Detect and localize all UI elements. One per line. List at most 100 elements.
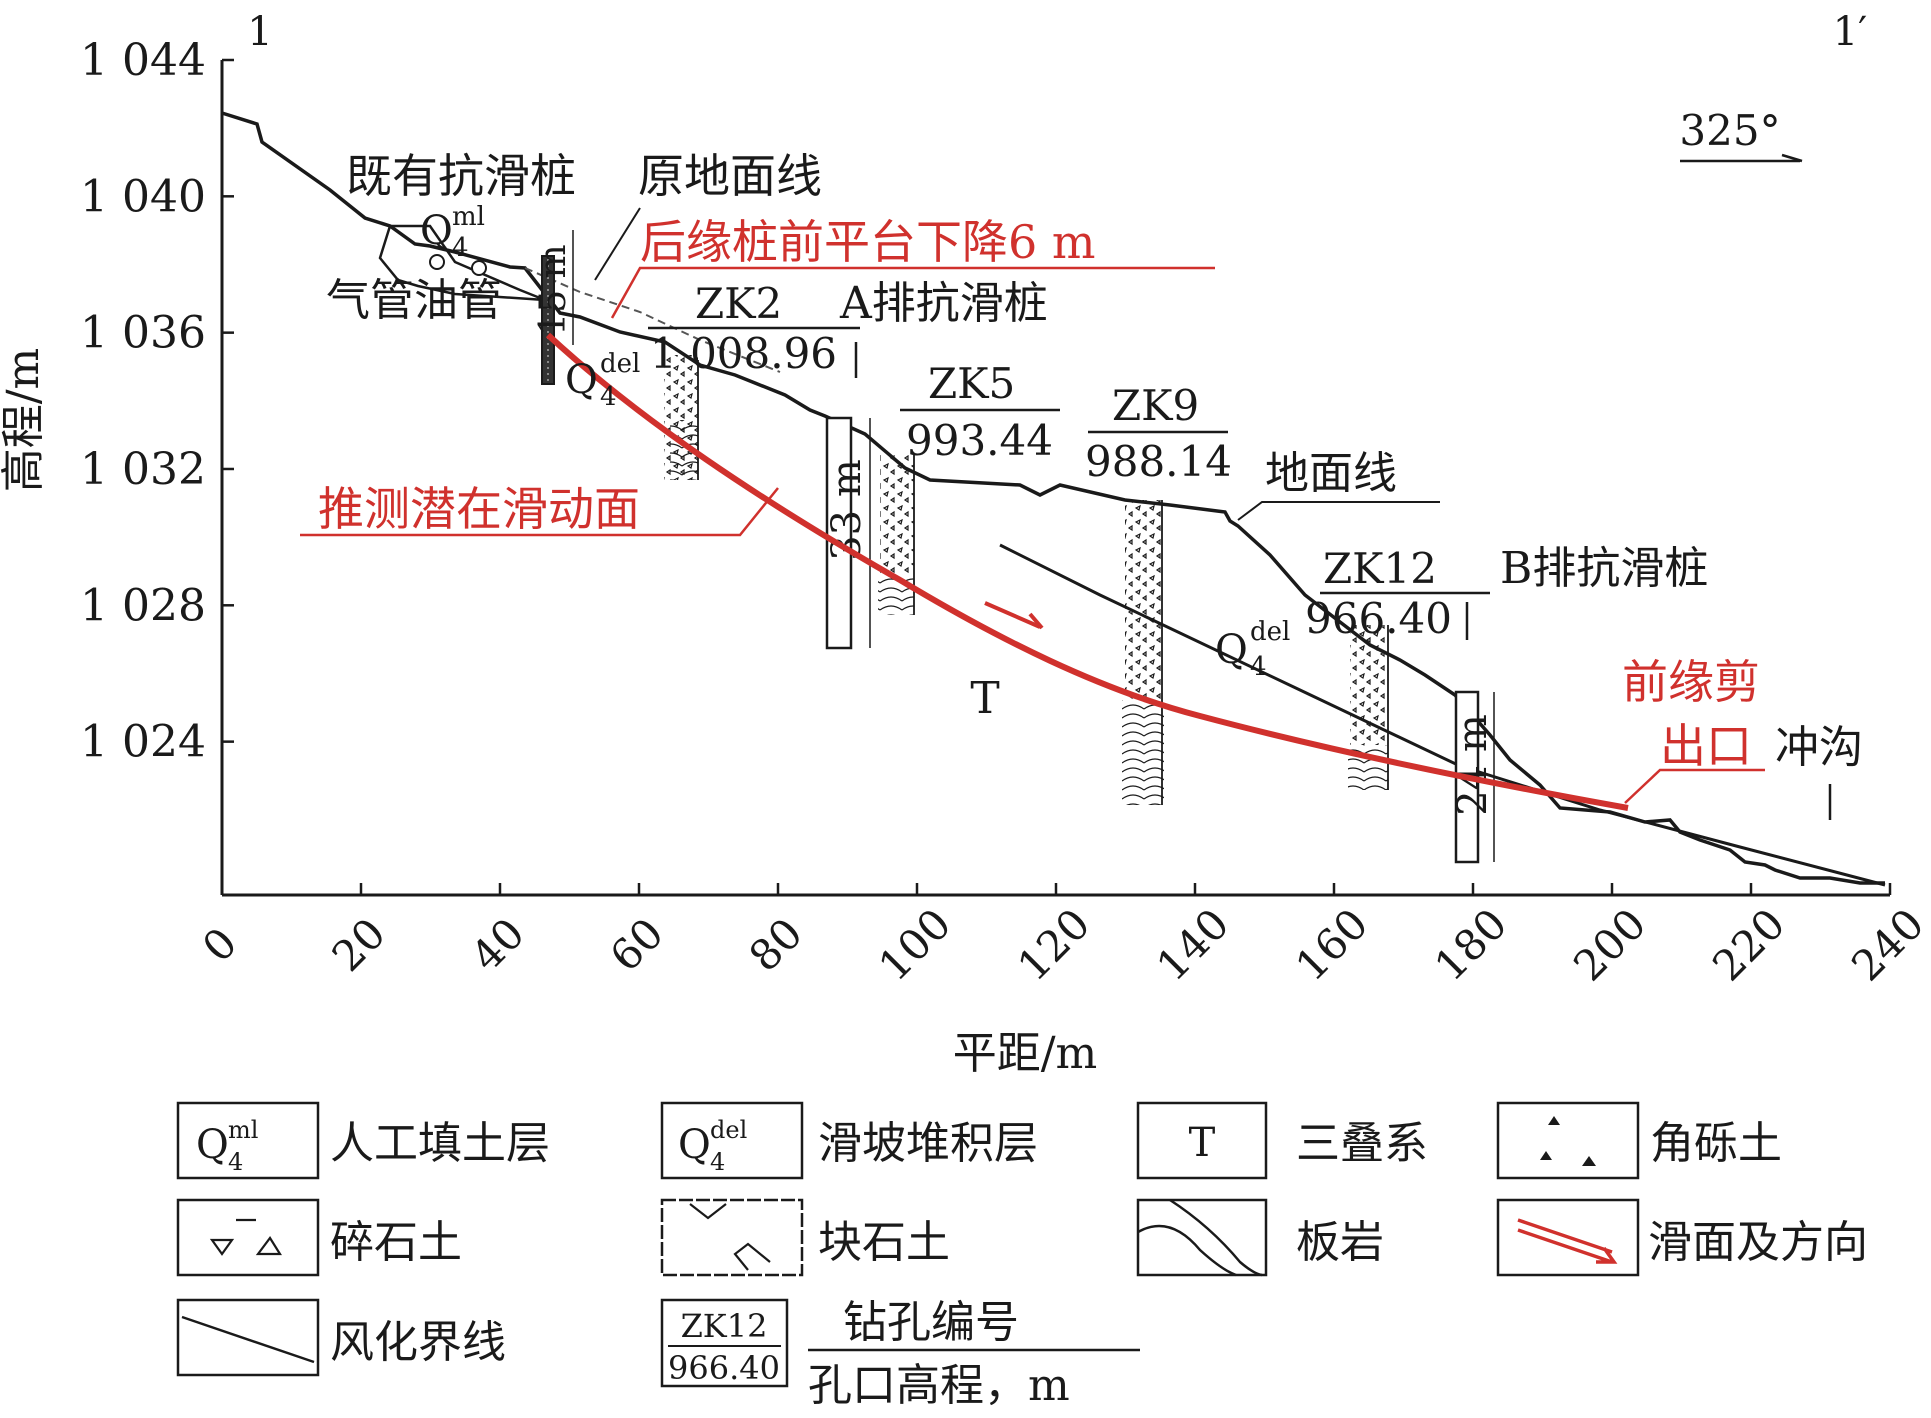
borehole-elev-zk5: 993.44 <box>906 416 1053 465</box>
pipe-icon <box>429 254 445 270</box>
direction-indicator: 325° <box>1679 106 1803 163</box>
legend-box-triassic <box>1136 1101 1268 1180</box>
borehole-elev-zk2: 1 008.96 <box>650 329 837 378</box>
label-slip-surface: 推测潜在滑动面 <box>318 482 640 536</box>
x-tick-label: 40 <box>462 909 534 981</box>
label-toe-exit-1: 前缘剪 <box>1622 655 1760 709</box>
label-q-del-lower-sup: del <box>1250 617 1290 647</box>
leader-ground-line <box>1237 501 1440 521</box>
legend-symbol-T: T <box>1189 1120 1216 1166</box>
borehole-column-zk9-lower <box>1122 700 1164 805</box>
legend-box-gravel <box>176 1198 320 1277</box>
y-axis-label: 高程/m <box>0 348 49 493</box>
y-tick-label: 1 044 <box>80 35 206 86</box>
pile-length-b: 24 m <box>1450 714 1496 816</box>
pipe-icon <box>471 260 487 276</box>
y-tick-label: 1 040 <box>80 171 206 222</box>
label-q-del-lower: Q <box>1215 627 1248 673</box>
borehole-elev-zk9: 988.14 <box>1085 437 1232 486</box>
legend-slate-symbol <box>1137 1198 1263 1277</box>
legend-label-bore-elev: 孔口高程，m <box>808 1360 1070 1411</box>
x-tick-label: 220 <box>1703 899 1794 990</box>
slip-surface <box>545 332 1629 811</box>
label-gas-pipe: 气管油管 <box>326 275 502 326</box>
slip-direction-arrow-head <box>1028 612 1044 630</box>
legend-sample-id: ZK12 <box>681 1307 768 1345</box>
x-tick-label: 120 <box>1008 899 1099 990</box>
original-ground-line <box>524 267 781 373</box>
label-q-ml-sup: ml <box>452 202 485 232</box>
borehole-id-zk2: ZK2 <box>695 279 782 328</box>
legend-q-del-sub: 4 <box>710 1148 725 1176</box>
label-q-del-upper-sub: 4 <box>600 382 617 412</box>
x-tick-label: 20 <box>323 909 395 981</box>
legend-label-fill: 人工填土层 <box>330 1118 550 1169</box>
direction-arrow-head <box>1781 153 1803 163</box>
label-row-a: A排抗滑桩 <box>839 278 1048 329</box>
legend-angular-symbol <box>1540 1116 1596 1166</box>
y-tick-label: 1 032 <box>80 444 206 495</box>
legend-q-ml-main: Q <box>196 1122 229 1168</box>
legend-box-angular <box>1496 1101 1640 1180</box>
label-gully: 冲沟 <box>1775 722 1863 773</box>
legend-q-del-main: Q <box>678 1122 711 1168</box>
leader-toe-exit <box>1624 768 1765 804</box>
x-tick-label: 0 <box>193 918 247 972</box>
legend-label-bore-id: 钻孔编号 <box>843 1297 1019 1348</box>
borehole-id-zk9: ZK9 <box>1112 381 1199 430</box>
section-end-label: 1′ <box>1833 9 1868 55</box>
pile-length-a: 33 m <box>824 459 870 561</box>
legend-weathering-symbol <box>181 1315 315 1364</box>
label-toe-exit-2: 出口 <box>1660 719 1752 773</box>
label-row-b: B排抗滑桩 <box>1500 543 1708 594</box>
legend-label-weathering: 风化界线 <box>330 1317 506 1368</box>
leader-slip-surface <box>300 487 779 537</box>
ground-line <box>221 111 1885 885</box>
borehole-id-zk5: ZK5 <box>928 359 1015 408</box>
label-q-del-lower-sub: 4 <box>1250 652 1267 682</box>
label-original-ground: 原地面线 <box>638 149 822 203</box>
x-tick-label: 240 <box>1842 899 1931 990</box>
x-tick-label: 100 <box>869 899 960 990</box>
pile-length-top: 15 m <box>533 244 574 335</box>
legend-label-slate: 板岩 <box>1296 1217 1384 1268</box>
legend: Q ml 4 人工填土层 Q del 4 滑坡堆积层 T 三叠系 角砾土 碎石土… <box>176 1101 1868 1411</box>
fill-layer-outline <box>378 224 546 302</box>
existing-pile <box>541 255 555 385</box>
label-existing-pile: 既有抗滑桩 <box>346 149 576 203</box>
legend-label-slip: 滑面及方向 <box>1648 1217 1868 1268</box>
legend-box-block <box>660 1198 804 1277</box>
borehole-column-zk12 <box>1350 625 1386 745</box>
legend-label-triassic: 三叠系 <box>1296 1118 1428 1169</box>
legend-label-block: 块石土 <box>818 1217 950 1268</box>
leader-pile-platform <box>610 266 1215 319</box>
borehole-column-zk5 <box>880 455 914 575</box>
y-tick-label: 1 028 <box>80 580 206 631</box>
label-ground-line: 地面线 <box>1265 448 1397 499</box>
x-tick-label: 180 <box>1425 899 1516 990</box>
slip-direction-arrow <box>984 601 1041 629</box>
label-q-ml-sub: 4 <box>452 233 469 263</box>
legend-block-symbol <box>689 1203 771 1271</box>
leader-original-ground <box>594 207 641 281</box>
label-q-ml: Q <box>420 208 453 254</box>
x-tick-label: 60 <box>601 909 673 981</box>
x-tick-label: 200 <box>1564 899 1655 990</box>
borehole-elev-zk12: 966.40 <box>1305 594 1452 643</box>
borehole-id-zk12: ZK12 <box>1323 544 1437 593</box>
label-stratum-T: T <box>970 673 999 724</box>
label-q-del-upper-sup: del <box>600 349 640 379</box>
legend-box-fill <box>176 1101 320 1180</box>
legend-q-del-sup: del <box>710 1116 747 1144</box>
legend-box-slide <box>660 1101 804 1180</box>
label-q-del-upper: Q <box>565 357 598 403</box>
legend-sample-elev: 966.40 <box>668 1349 780 1387</box>
y-tick-label: 1 036 <box>80 308 206 359</box>
x-tick-label: 140 <box>1147 899 1238 990</box>
x-axis-label: 平距/m <box>953 1028 1098 1079</box>
borehole-column-zk9 <box>1125 500 1161 700</box>
x-tick-label: 80 <box>740 909 812 981</box>
legend-box-weathering <box>176 1298 320 1377</box>
legend-gravel-symbol <box>209 1218 282 1256</box>
